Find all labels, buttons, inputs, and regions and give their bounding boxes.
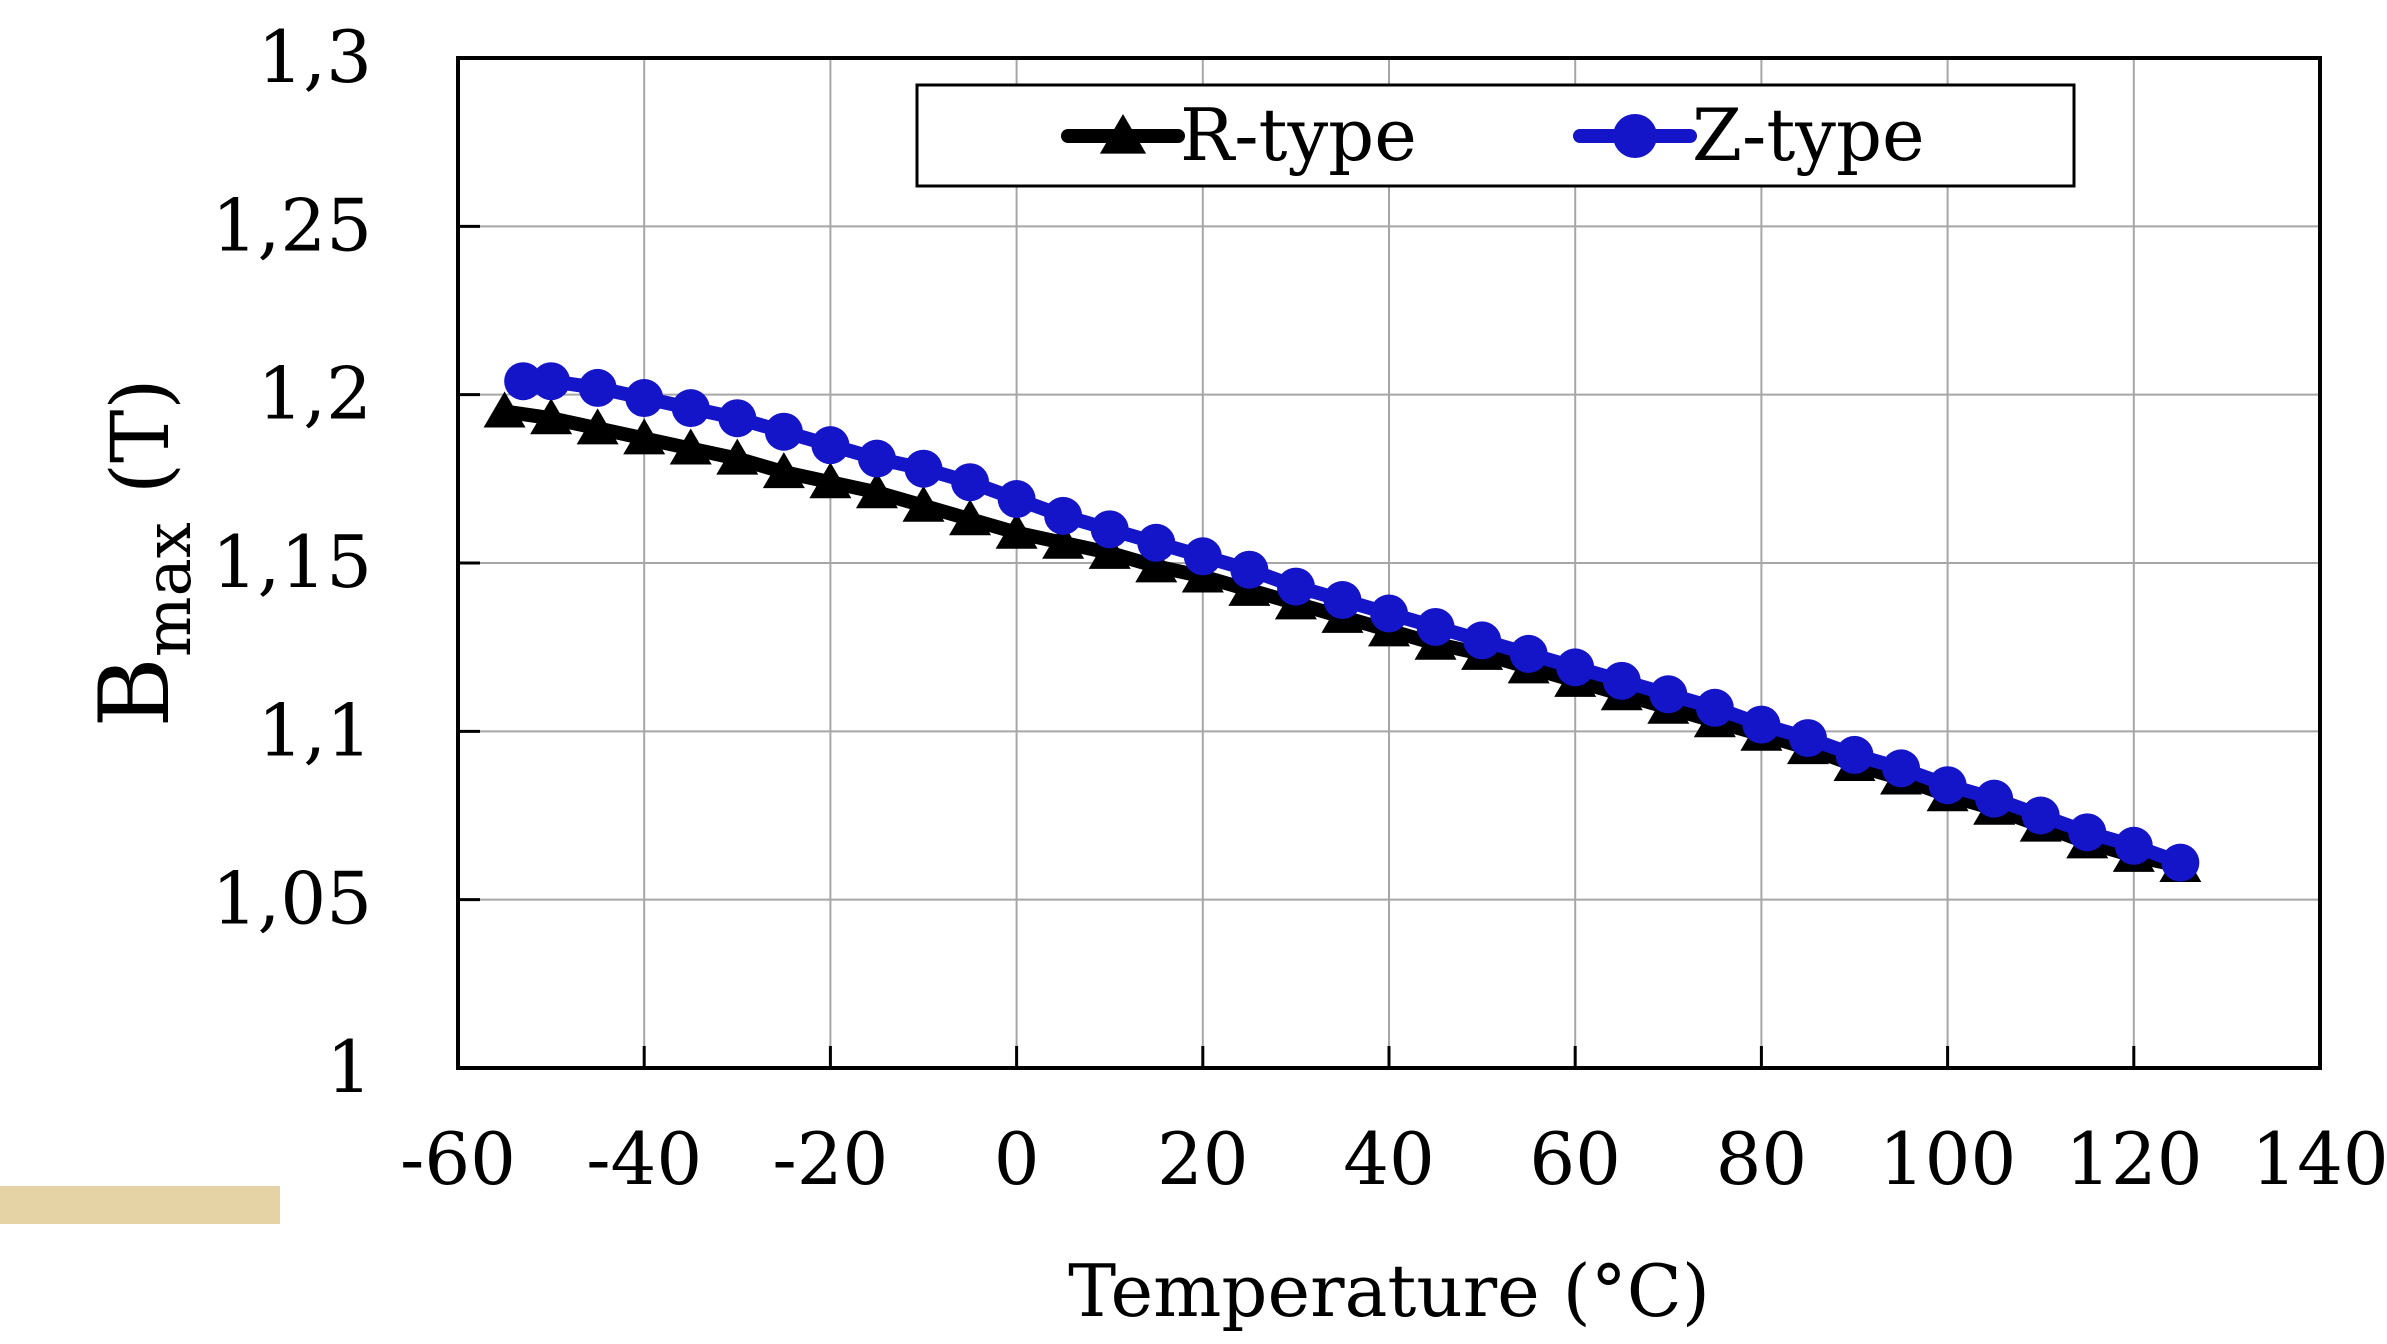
data-point bbox=[1649, 675, 1688, 714]
data-point bbox=[857, 439, 896, 478]
data-point bbox=[904, 449, 943, 488]
data-point bbox=[504, 362, 543, 401]
data-point bbox=[625, 379, 664, 418]
series-layer bbox=[483, 362, 2202, 882]
data-point bbox=[1928, 766, 1967, 805]
data-point bbox=[2114, 826, 2153, 865]
data-point bbox=[483, 391, 526, 428]
x-tick-label: 20 bbox=[1157, 1117, 1249, 1201]
data-point bbox=[902, 485, 945, 522]
accent-bar bbox=[0, 1186, 280, 1224]
data-point bbox=[1788, 719, 1827, 758]
x-tick-label: 0 bbox=[994, 1117, 1040, 1201]
y-axis-title-subscript: max bbox=[132, 522, 206, 657]
data-point bbox=[718, 399, 757, 438]
series-r-type bbox=[483, 391, 2202, 882]
data-point bbox=[1463, 621, 1502, 660]
x-tick-label: 140 bbox=[2251, 1117, 2387, 1201]
legend-label: Z-type bbox=[1692, 93, 1925, 177]
data-point bbox=[1044, 496, 1083, 535]
data-point bbox=[1882, 749, 1921, 788]
x-tick-label: 100 bbox=[1879, 1117, 2016, 1201]
legend-swatch-marker bbox=[1613, 114, 1657, 158]
legend-label: R-type bbox=[1180, 93, 1417, 177]
x-tick-label: -20 bbox=[772, 1117, 888, 1201]
data-point bbox=[669, 428, 712, 465]
x-tick-label: -60 bbox=[400, 1117, 516, 1201]
data-point bbox=[995, 512, 1038, 549]
data-point bbox=[855, 472, 898, 509]
data-point bbox=[671, 389, 710, 428]
data-point bbox=[997, 480, 1036, 519]
y-tick-label: 1,25 bbox=[212, 183, 372, 267]
data-point bbox=[1975, 779, 2014, 818]
y-axis-title-main: B bbox=[79, 657, 191, 728]
data-point bbox=[576, 408, 619, 445]
x-tick-label: -40 bbox=[586, 1117, 702, 1201]
data-point bbox=[1137, 523, 1176, 562]
y-tick-label: 1,15 bbox=[212, 520, 372, 604]
x-tick-label: 40 bbox=[1343, 1117, 1435, 1201]
data-point bbox=[1088, 532, 1131, 569]
data-point bbox=[1742, 705, 1781, 744]
data-point bbox=[949, 499, 992, 536]
data-point bbox=[809, 462, 852, 499]
data-point bbox=[1276, 567, 1315, 606]
data-point bbox=[1135, 546, 1178, 583]
data-point bbox=[716, 438, 759, 475]
data-point bbox=[1835, 735, 1874, 774]
series-z-type bbox=[504, 362, 2200, 882]
y-tick-label: 1,2 bbox=[257, 352, 372, 436]
data-point bbox=[578, 368, 617, 407]
x-axis-tick-labels: -60 -40 -20 0 20 40 60 80 100 120 140 bbox=[400, 1117, 2387, 1201]
data-point bbox=[951, 463, 990, 502]
y-tick-label: 1,05 bbox=[212, 857, 372, 941]
legend-swatch-marker bbox=[1099, 114, 1147, 154]
data-point bbox=[530, 398, 573, 435]
legend: R-type Z-type bbox=[915, 83, 2076, 188]
legend-item-z-type: Z-type bbox=[1573, 93, 1925, 177]
data-point bbox=[1509, 634, 1548, 673]
y-tick-label: 1 bbox=[326, 1025, 372, 1109]
data-point bbox=[2161, 843, 2200, 882]
data-point bbox=[1183, 537, 1222, 576]
data-point bbox=[1323, 581, 1362, 620]
y-tick-label: 1,3 bbox=[257, 15, 372, 99]
data-point bbox=[1090, 510, 1129, 549]
y-tick-label: 1,1 bbox=[257, 688, 372, 772]
y-axis-tick-labels: 1 1,05 1,1 1,15 1,2 1,25 1,3 bbox=[212, 15, 372, 1109]
y-axis-title-unit: (T) bbox=[94, 378, 187, 494]
data-point bbox=[2021, 796, 2060, 835]
x-tick-label: 120 bbox=[2065, 1117, 2202, 1201]
series-line bbox=[497, 404, 2188, 873]
data-point bbox=[1416, 607, 1455, 646]
data-point bbox=[623, 418, 666, 455]
data-point bbox=[1370, 594, 1408, 633]
x-axis-title: Temperature (°C) bbox=[1068, 1249, 1710, 1333]
data-point bbox=[1556, 648, 1595, 687]
data-point bbox=[762, 452, 805, 489]
data-point bbox=[1695, 688, 1734, 727]
axis-ticks bbox=[456, 56, 2322, 1070]
data-point bbox=[532, 362, 571, 401]
data-point bbox=[1230, 550, 1269, 589]
legend-item-r-type: R-type bbox=[1061, 93, 1417, 177]
x-tick-label: 80 bbox=[1716, 1117, 1808, 1201]
data-point bbox=[811, 426, 850, 465]
y-axis-title: Bmax (T) bbox=[79, 378, 206, 727]
x-tick-label: 60 bbox=[1529, 1117, 1621, 1201]
data-point bbox=[1602, 661, 1641, 700]
data-point bbox=[1042, 522, 1085, 559]
legend-items: R-type Z-type bbox=[1061, 93, 1925, 177]
data-point bbox=[764, 412, 803, 451]
grid bbox=[458, 58, 2320, 1068]
data-point bbox=[2068, 813, 2107, 852]
